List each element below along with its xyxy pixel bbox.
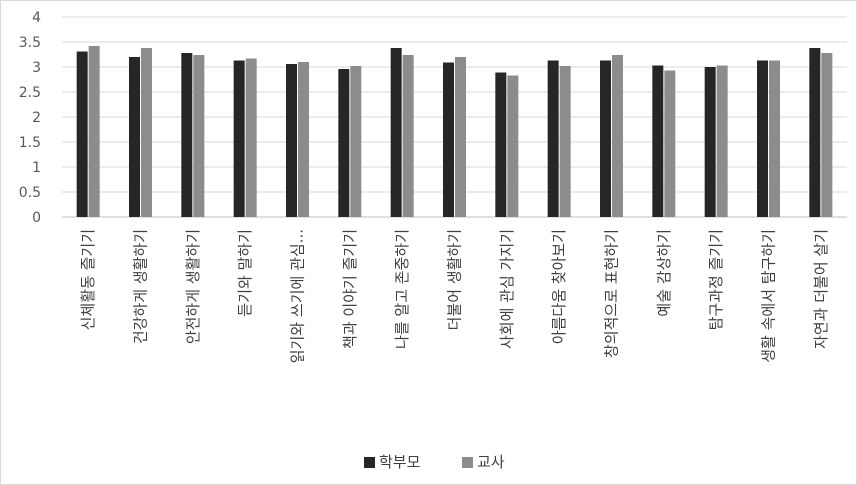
- bar-teachers: [716, 65, 728, 217]
- bar-teachers: [141, 48, 152, 217]
- bar-parents: [233, 60, 245, 217]
- bar-parents: [390, 48, 402, 217]
- bar-parents: [76, 51, 88, 217]
- bar-parents: [286, 64, 297, 217]
- bar-teachers: [455, 57, 466, 217]
- bar-parents: [338, 69, 350, 217]
- x-category-label: 안전하게 생활하기: [184, 229, 202, 344]
- bar-teachers: [559, 66, 571, 217]
- bar-teachers: [88, 46, 100, 217]
- bar-teachers: [402, 55, 414, 217]
- x-category-label: 신체활동 즐기기: [79, 229, 97, 330]
- bar-teachers: [298, 62, 309, 217]
- y-tick-label: 2: [32, 110, 41, 126]
- y-tick-label: 0: [32, 210, 41, 226]
- y-tick-label: 1: [32, 160, 41, 176]
- x-category-label: 생활 속에서 탐구하기: [760, 229, 778, 363]
- x-category-label: 읽기와 쓰기에 관심...: [289, 229, 307, 363]
- x-category-label: 더불어 생활하기: [446, 229, 464, 330]
- y-tick-label: 2.5: [19, 85, 41, 101]
- bar-teachers: [769, 60, 780, 217]
- legend-label-teachers: 교사: [477, 453, 505, 471]
- bar-teachers: [350, 66, 362, 217]
- bar-parents: [704, 67, 716, 217]
- bar-teachers: [821, 53, 833, 217]
- x-category-label: 책과 이야기 즐기기: [341, 229, 359, 349]
- legend-swatch-parents: [364, 457, 375, 468]
- x-category-label: 듣기와 말하기: [236, 229, 254, 317]
- legend-swatch-teachers: [462, 457, 473, 468]
- bar-teachers: [664, 70, 676, 217]
- bar-parents: [757, 60, 768, 217]
- x-category-label: 나를 알고 존중하기: [393, 229, 411, 349]
- x-category-label: 창의적으로 표현하기: [603, 229, 621, 358]
- bar-parents: [443, 62, 454, 217]
- bar-parents: [652, 65, 664, 217]
- legend-label-parents: 학부모: [379, 453, 421, 471]
- bar-teachers: [507, 75, 519, 217]
- x-category-label: 탐구과정 즐기기: [707, 229, 725, 330]
- bar-teachers: [193, 55, 205, 217]
- bar-parents: [129, 57, 140, 217]
- bar-parents: [495, 72, 507, 217]
- x-category-label: 자연과 더불어 살기: [812, 229, 830, 349]
- y-tick-label: 3: [32, 60, 41, 76]
- y-tick-label: 3.5: [19, 35, 41, 51]
- y-tick-label: 0.5: [19, 185, 41, 201]
- y-tick-label: 4: [32, 10, 41, 26]
- y-tick-label: 1.5: [19, 135, 41, 151]
- bar-parents: [547, 60, 559, 217]
- x-category-label: 사회에 관심 가지기: [498, 229, 516, 349]
- bar-teachers: [245, 58, 257, 217]
- bar-teachers: [612, 55, 623, 217]
- bar-parents: [600, 60, 611, 217]
- x-category-label: 예술 감상하기: [655, 229, 673, 317]
- x-category-label: 아름다움 찾아보기: [550, 229, 568, 344]
- x-category-label: 건강하게 생활하기: [132, 229, 150, 344]
- bar-parents: [181, 53, 193, 217]
- bar-parents: [809, 48, 821, 217]
